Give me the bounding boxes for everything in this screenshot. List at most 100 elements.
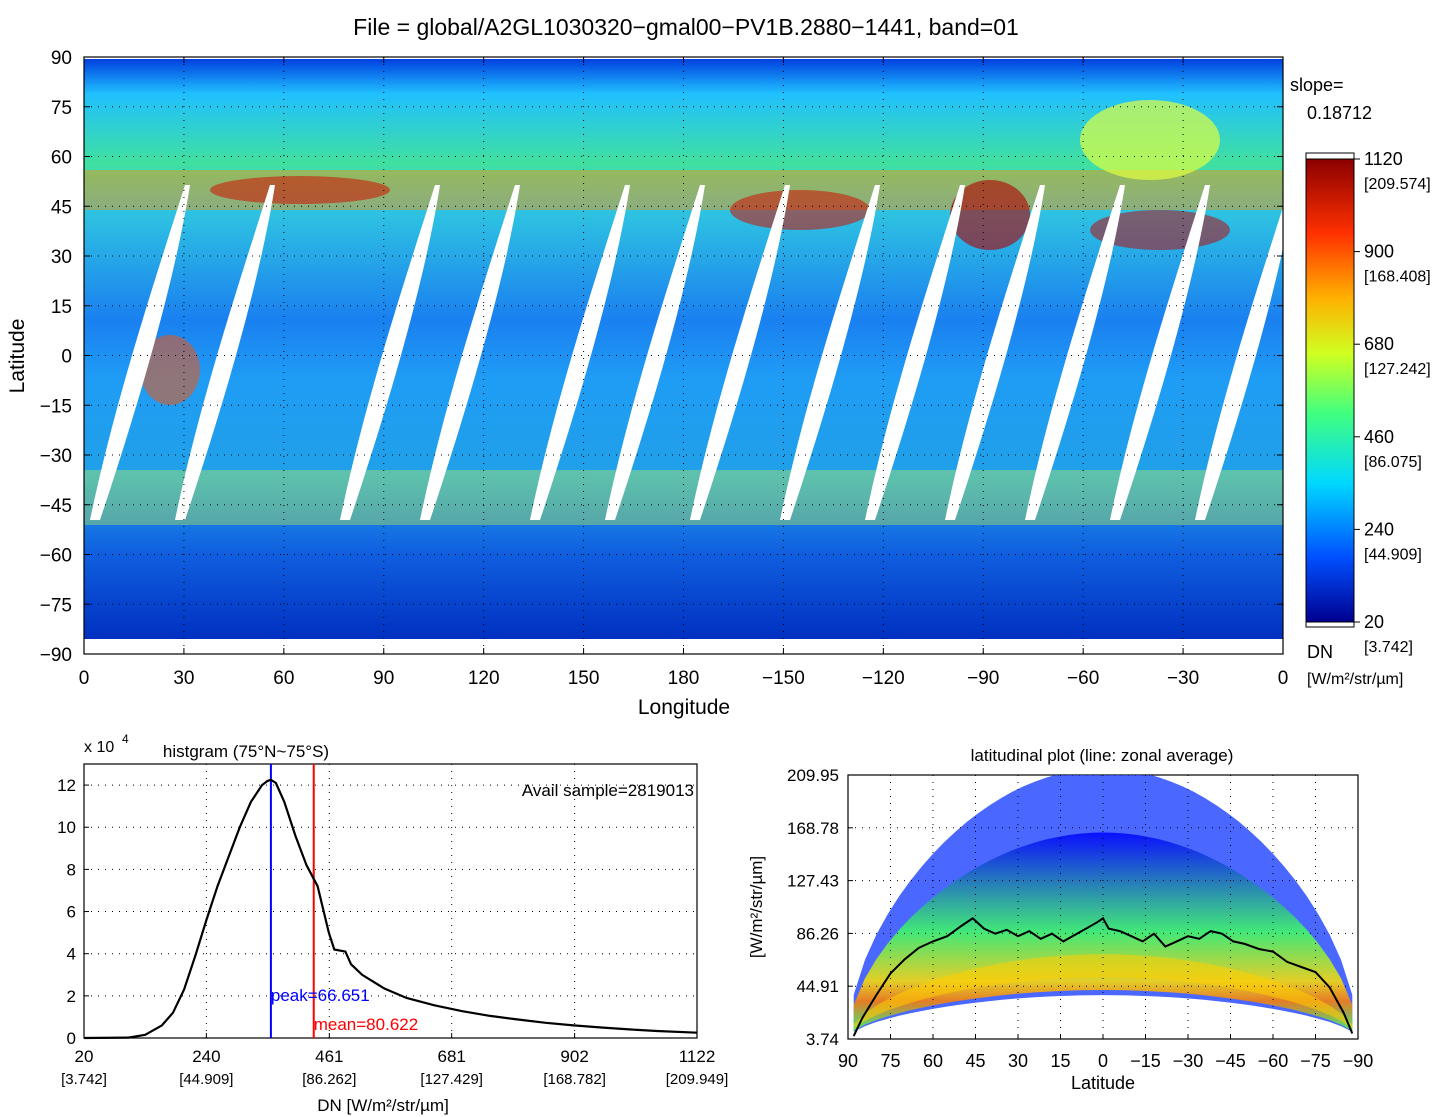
storm-cloud <box>210 176 390 204</box>
histogram-x-tick-radiance: [86.262] <box>302 1071 356 1088</box>
orbit-gap <box>780 185 880 520</box>
latitudinal-x-tick-label: −75 <box>1300 1051 1331 1071</box>
density-core <box>853 954 1353 1029</box>
orbit-gap <box>420 185 520 520</box>
storm-cloud <box>950 180 1030 250</box>
orbit-gap <box>605 185 705 520</box>
histogram-x-tick-radiance: [168.782] <box>543 1071 606 1088</box>
latitudinal-x-tick-label: 45 <box>965 1051 985 1071</box>
latitudinal-x-tick-label: −30 <box>1173 1051 1204 1071</box>
histogram-plot-area <box>83 763 698 1039</box>
map-x-tick-label: −90 <box>967 668 999 689</box>
colorbar-ticks: 1120 [209.574] 900 [168.408] 680 [127.242] 460… <box>1354 149 1431 656</box>
colorbar-dn-tick-label: 240 <box>1364 519 1394 539</box>
map-x-tick-label: 150 <box>568 668 600 689</box>
histogram-x-tick-label: 240 <box>192 1047 220 1066</box>
map-x-axis-label: Longitude <box>638 696 730 719</box>
histogram-x-tick-radiance: [127.429] <box>420 1071 483 1088</box>
colorbar-radiance-tick-label: [3.742] <box>1364 639 1413 656</box>
latitudinal-x-tick-label: 0 <box>1098 1051 1108 1071</box>
figure-title: File = global/A2GL1030320−gmal00−PV1B.28… <box>353 14 1019 40</box>
map-x-tick-label: 0 <box>1278 668 1289 689</box>
peak-label: peak=66.651 <box>271 986 370 1005</box>
histogram-x-tick-label: 681 <box>438 1047 466 1066</box>
map-x-tick-label: 30 <box>173 668 194 689</box>
orbit-gap <box>175 185 275 520</box>
latitudinal-y-tick-label: 127.43 <box>787 872 839 891</box>
colorbar-bottom-cap <box>1305 621 1355 628</box>
orbit-gap <box>1195 207 1283 520</box>
latitudinal-ticks: 90 75 60 45 30 15 0 −15 −30 −45 −60 −75 −90 209.95 168… <box>787 766 1373 1071</box>
map-y-tick-label: −45 <box>40 496 72 517</box>
orbit-gap <box>1110 185 1210 520</box>
map-x-tick-label: 60 <box>273 668 294 689</box>
histogram-y-tick-label: 2 <box>67 987 76 1006</box>
latitudinal-x-tick-label: 15 <box>1050 1051 1070 1071</box>
histogram-x-tick-label: 1122 <box>679 1047 716 1066</box>
latitudinal-panel: latitudinal plot (line: zonal average) 9… <box>747 746 1373 1093</box>
map-y-tick-label: −15 <box>40 396 72 417</box>
histogram-sample-count: Avail sample=2819013 <box>522 781 694 800</box>
colorbar-radiance-tick-label: [209.574] <box>1364 176 1431 193</box>
colorbar-scale <box>1305 158 1355 623</box>
orbit-gap <box>530 185 630 520</box>
map-y-tick-label: −60 <box>40 546 72 567</box>
histogram-x-axis-label: DN [W/m²/str/µm] <box>317 1096 449 1115</box>
map-x-tick-label: 180 <box>668 668 700 689</box>
histogram-curve <box>83 778 698 1040</box>
map-y-tick-label: 60 <box>51 148 72 169</box>
map-x-tick-label: 120 <box>468 668 500 689</box>
histogram-scale-prefix: x 10 <box>84 739 114 756</box>
histogram-x-tick-label: 20 <box>75 1047 94 1066</box>
colorbar-dn-tick-label: 1120 <box>1364 149 1403 169</box>
colorbar-dn-tick-label: 460 <box>1364 427 1394 447</box>
histogram-y-tick-label: 12 <box>57 776 76 795</box>
histogram-x-tick-radiance: [3.742] <box>61 1071 107 1088</box>
latitudinal-y-tick-label: 44.91 <box>796 977 839 996</box>
map-x-tick-label: −30 <box>1167 668 1199 689</box>
latitudinal-x-tick-label: −90 <box>1343 1051 1374 1071</box>
map-x-tick-label: 90 <box>373 668 394 689</box>
colorbar-dn-tick-label: 900 <box>1364 242 1394 262</box>
colorbar: slope= 0.18712 1120 [209.574] 900 [168.408]… <box>1290 75 1431 688</box>
map-y-ticks: 90 75 60 45 30 15 0 −15 −30 −45 −60 −75 −90 <box>40 48 1283 666</box>
histogram-x-tick-label: 461 <box>315 1047 343 1066</box>
map-grid <box>84 57 1283 654</box>
colorbar-dn-tick-label: 680 <box>1364 334 1394 354</box>
histogram-ticks: 20[3.742]240[44.909]461[86.262]681[127.4… <box>57 776 728 1088</box>
mean-label: mean=80.622 <box>314 1015 418 1034</box>
slope-label: slope= <box>1290 75 1344 95</box>
latitudinal-y-tick-label: 168.78 <box>787 819 839 838</box>
latitudinal-x-tick-label: 90 <box>838 1051 858 1071</box>
map-y-tick-label: 75 <box>51 98 72 119</box>
histogram-y-tick-label: 4 <box>67 945 76 964</box>
latitudinal-x-axis-label: Latitude <box>1071 1073 1135 1093</box>
latitudinal-y-tick-label: 209.95 <box>787 766 839 785</box>
colorbar-unit-label: [W/m²/str/µm] <box>1307 671 1403 688</box>
colorbar-dn-tick-label: 20 <box>1364 612 1384 632</box>
histogram-title: histgram (75°N~75°S) <box>163 742 329 761</box>
map-x-tick-label: 0 <box>79 668 90 689</box>
histogram-y-tick-label: 0 <box>67 1029 76 1048</box>
map-panel: 0 30 60 90 120 150 180 −150 −120 −90 −60 −30 0 90756… <box>6 48 1289 719</box>
map-y-tick-label: −30 <box>40 446 72 467</box>
latitudinal-x-tick-label: 75 <box>880 1051 900 1071</box>
latitudinal-y-axis-label: [W/m²/str/µm] <box>747 856 766 958</box>
histogram-x-tick-radiance: [209.949] <box>666 1071 729 1088</box>
colorbar-radiance-tick-label: [168.408] <box>1364 269 1431 286</box>
zonal-average-line <box>852 916 1354 1037</box>
histogram-scale-exponent: 4 <box>122 732 129 746</box>
colorbar-radiance-tick-label: [127.242] <box>1364 361 1431 378</box>
map-y-tick-label: 15 <box>51 297 72 318</box>
colorbar-radiance-tick-label: [86.075] <box>1364 454 1422 471</box>
africa-convection <box>140 335 200 405</box>
map-y-tick-label: 0 <box>61 347 72 368</box>
orbit-gap <box>1025 185 1125 520</box>
storm-cloud <box>730 190 870 230</box>
slope-value: 0.18712 <box>1307 103 1372 123</box>
orbit-gap <box>690 185 790 520</box>
map-x-tick-label: −60 <box>1067 668 1099 689</box>
greenland-bright <box>1080 100 1220 180</box>
map-y-tick-label: 30 <box>51 247 72 268</box>
